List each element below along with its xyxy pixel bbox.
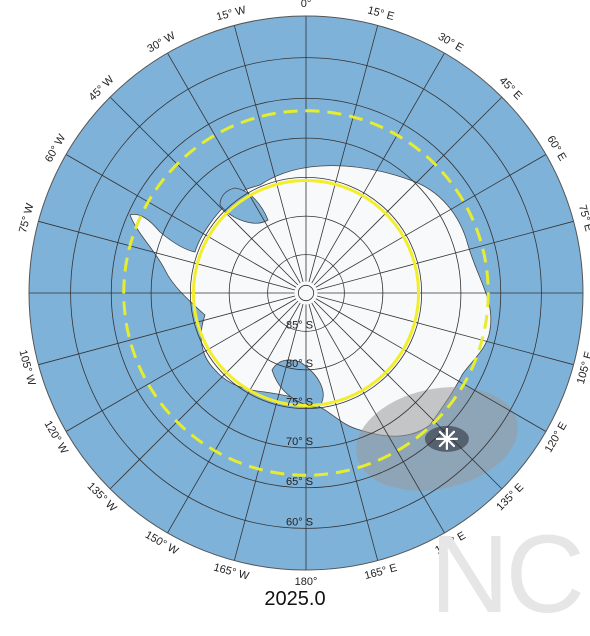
latitude-label: 60° S: [286, 516, 313, 528]
meridian-line: [233, 25, 304, 282]
longitude-label: 180°: [295, 576, 318, 588]
meridian-line: [313, 96, 503, 286]
latitude-circle: [297, 284, 315, 302]
circles-layer: [122, 109, 490, 477]
antarctic-circle-dashed: [122, 109, 490, 477]
longitude-label: 15° E: [366, 4, 395, 23]
meridian-line: [109, 96, 299, 286]
meridian-line: [315, 154, 547, 288]
inner-circle-solid: [191, 178, 421, 408]
star-burst-icon: [435, 427, 458, 451]
latitude-label: 70° S: [286, 436, 313, 448]
meridian-line: [109, 300, 299, 490]
longitude-label: 75° E: [576, 204, 590, 233]
meridian-line: [311, 302, 445, 534]
latitude-label: 75° S: [286, 397, 313, 409]
meridian-line: [311, 52, 445, 284]
meridian-line: [38, 295, 295, 366]
meridian-line: [65, 298, 297, 432]
meridian-line: [167, 302, 301, 534]
graticule: [29, 16, 583, 570]
meridian-line: [167, 52, 301, 284]
meridian-line: [38, 220, 295, 291]
longitude-label: 75° W: [17, 202, 37, 235]
latitude-label: 65° S: [286, 476, 313, 488]
longitude-label: 105° W: [16, 349, 37, 388]
star-center: [443, 435, 450, 442]
meridian-line: [308, 304, 379, 561]
meridian-line: [317, 220, 574, 291]
weddell-sea: [219, 187, 269, 224]
polar-map-svg: 60° S65° S70° S75° S80° S85° S 0°15° E30…: [16, 0, 590, 588]
latitude-labels: 60° S 65° S 70° S 75° S 80° S 85° S: [286, 319, 313, 528]
longitude-label: 165° E: [363, 562, 398, 582]
epoch-label: 2025.0: [264, 588, 326, 610]
meridian-line: [65, 154, 297, 288]
map-content: [29, 16, 583, 570]
meridian-line: [308, 25, 379, 282]
antarctic-map: 60° S 65° S 70° S 75° S 80° S 85° S 0° 15° E 30…: [16, 0, 590, 630]
meridian-line: [313, 300, 503, 490]
marker-layer: [435, 427, 458, 451]
meridian-line: [315, 298, 547, 432]
longitude-label: 165° W: [212, 562, 251, 583]
map-border: [28, 15, 584, 571]
meridian-line: [317, 295, 574, 366]
latitude-label: 85° S: [286, 319, 313, 331]
latitude-label: 80° S: [286, 358, 313, 370]
longitude-label: 0°: [301, 0, 312, 10]
longitude-label: 15° W: [215, 4, 248, 24]
longitude-label: 105° E: [575, 350, 590, 385]
meridian-line: [233, 304, 304, 561]
